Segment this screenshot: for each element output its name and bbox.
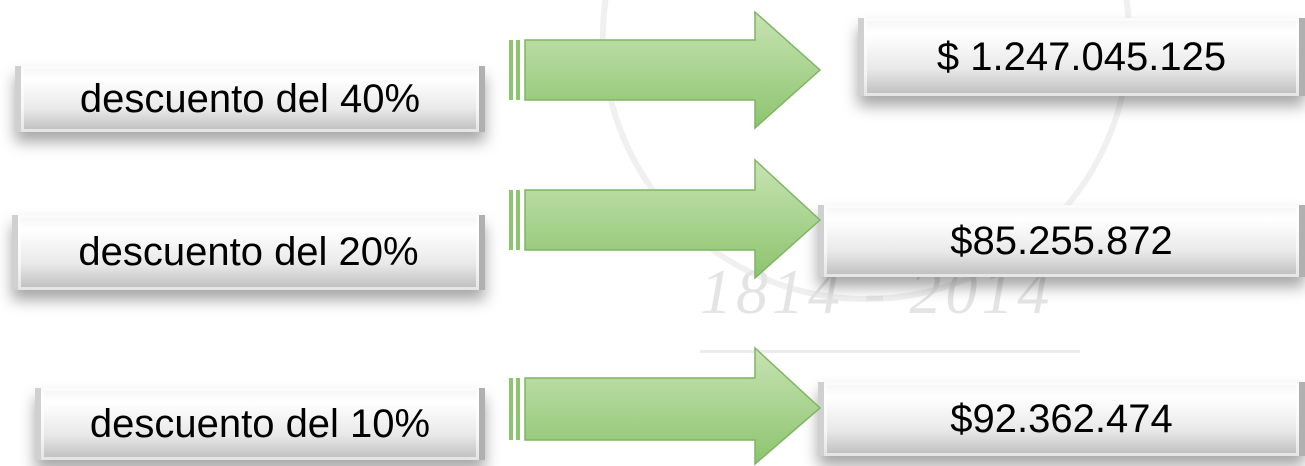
- value-box: $ 1.247.045.125: [858, 18, 1305, 96]
- label-box: descuento del 40%: [15, 66, 485, 132]
- label-box: descuento del 10%: [35, 388, 485, 460]
- value-box: $85.255.872: [818, 205, 1305, 277]
- arrow: [509, 158, 822, 280]
- watermark-rule: [700, 350, 1080, 353]
- arrow: [509, 346, 822, 466]
- label-box: descuento del 20%: [12, 215, 485, 290]
- arrow: [509, 10, 822, 130]
- value-box: $92.362.474: [818, 382, 1305, 456]
